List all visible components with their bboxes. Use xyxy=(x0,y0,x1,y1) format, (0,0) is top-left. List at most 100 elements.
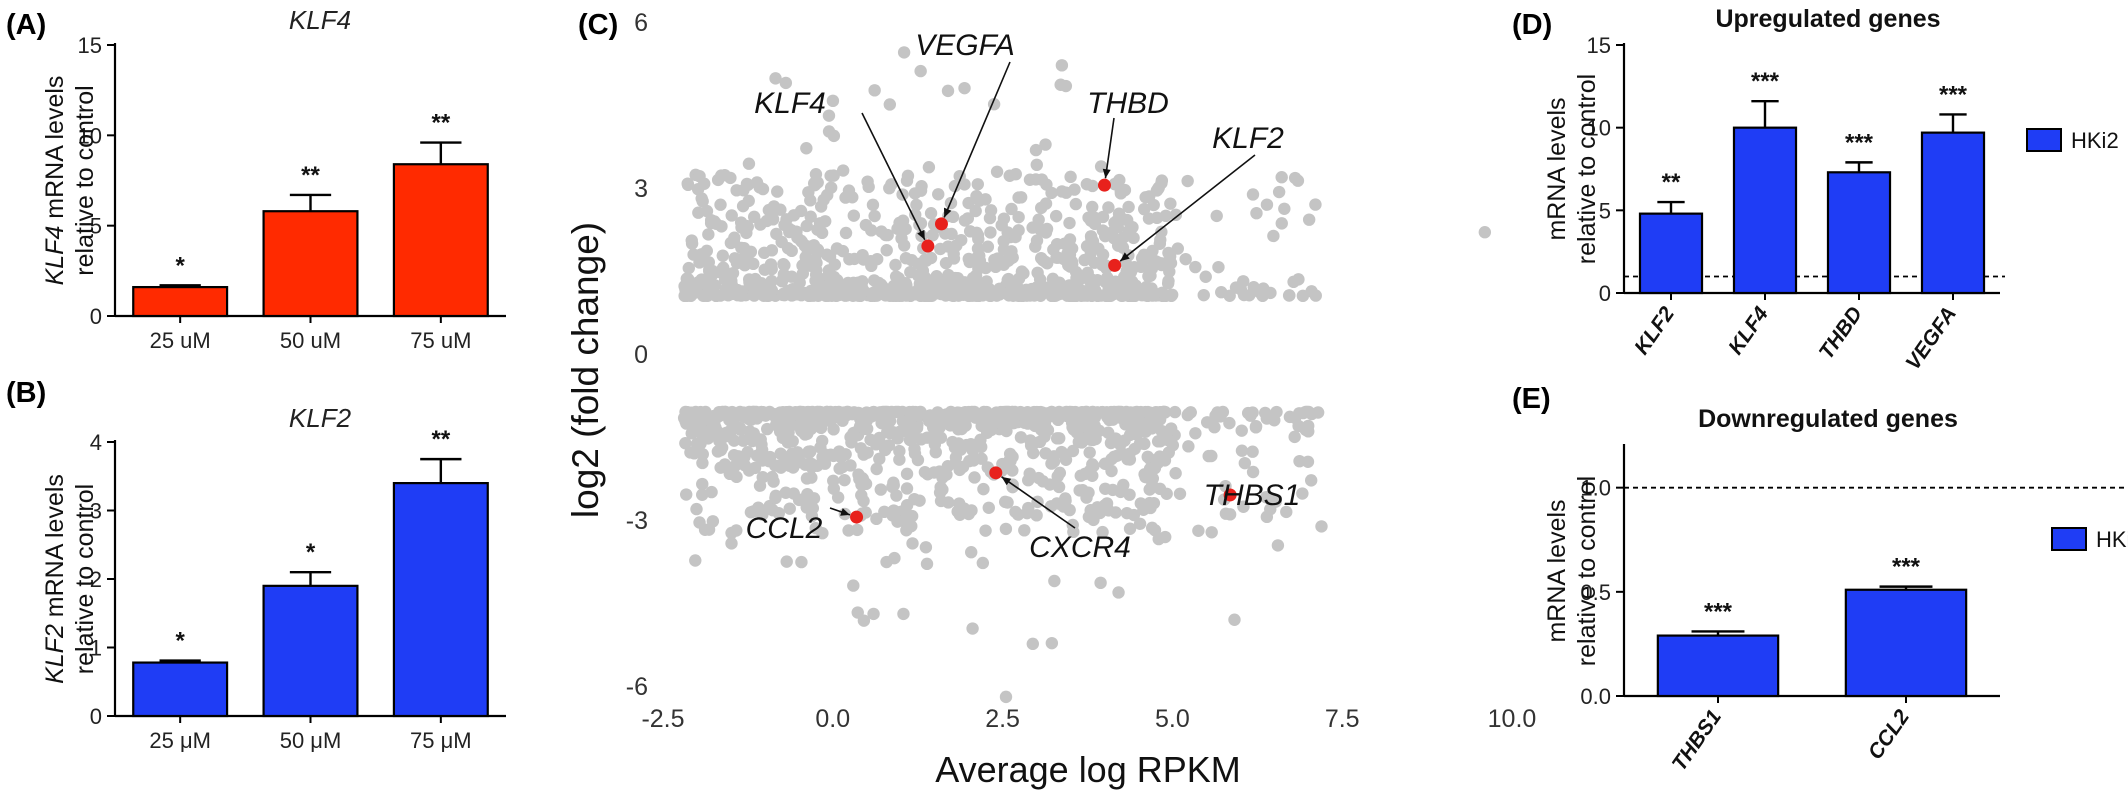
data-point xyxy=(943,287,956,301)
data-point xyxy=(1288,430,1301,444)
data-point xyxy=(905,519,918,533)
data-point xyxy=(990,286,1003,299)
data-point xyxy=(967,451,981,465)
data-point xyxy=(1012,191,1025,204)
bar xyxy=(1844,588,1968,698)
data-point xyxy=(958,81,971,95)
y-axis-label: mRNA levels xyxy=(1543,97,1571,240)
data-point xyxy=(1096,224,1110,237)
data-point xyxy=(800,472,814,485)
category-label: KLF4 xyxy=(1724,302,1773,358)
data-point xyxy=(1063,216,1076,230)
data-point xyxy=(919,541,933,554)
data-point xyxy=(790,225,803,238)
data-point xyxy=(1026,637,1040,651)
bar xyxy=(392,482,489,718)
data-point xyxy=(918,465,932,479)
data-point xyxy=(924,251,938,265)
category-label: 50 μM xyxy=(280,728,342,753)
data-point xyxy=(705,485,718,499)
data-point xyxy=(802,445,815,458)
data-point xyxy=(897,607,910,621)
y-tick-label: 0 xyxy=(1599,281,1611,306)
significance-label: *** xyxy=(1939,81,1968,108)
data-point xyxy=(827,129,841,143)
category-label: 25 μM xyxy=(149,728,211,753)
data-point xyxy=(1162,274,1175,288)
chart-title: Downregulated genes xyxy=(1698,405,1958,433)
panel-c-ma-scatter-plot: -2.5 0.0 2.5 5.0 7.5 10.0 6 3 0 -3 -6 Average log R… xyxy=(565,9,1536,790)
significance-label: * xyxy=(175,252,185,279)
data-point xyxy=(696,477,709,491)
data-point xyxy=(826,94,840,108)
data-point xyxy=(1123,522,1137,535)
data-point xyxy=(1053,466,1067,480)
data-point xyxy=(1031,283,1045,297)
data-point xyxy=(1126,221,1139,234)
data-point xyxy=(1020,289,1034,302)
data-point xyxy=(846,191,859,204)
data-point xyxy=(1034,223,1047,236)
data-point xyxy=(776,288,789,302)
data-point xyxy=(1029,143,1043,157)
annotation-arrowhead xyxy=(1001,476,1012,486)
data-point xyxy=(1288,411,1302,425)
data-point xyxy=(1145,422,1159,435)
data-point xyxy=(742,464,756,477)
data-point xyxy=(831,491,845,504)
data-point xyxy=(827,169,840,182)
data-point xyxy=(895,232,908,245)
data-point xyxy=(785,244,798,258)
legend-swatch xyxy=(2026,128,2062,152)
data-point xyxy=(870,252,884,266)
data-point xyxy=(1085,286,1098,299)
data-point xyxy=(1155,225,1168,239)
data-point xyxy=(1006,450,1019,464)
data-point xyxy=(926,228,939,242)
data-point xyxy=(868,84,881,97)
data-point xyxy=(1159,209,1172,223)
data-point xyxy=(861,406,875,420)
data-point xyxy=(783,502,796,515)
x-tick-label: 2.5 xyxy=(985,705,1020,733)
gene-label: THBD xyxy=(1087,87,1169,120)
y-axis-label-line2: relative to control xyxy=(1573,74,1601,264)
data-point xyxy=(1235,424,1248,437)
data-point xyxy=(986,412,1000,426)
data-point xyxy=(1169,467,1182,480)
bar xyxy=(262,584,359,718)
data-point xyxy=(901,425,914,439)
panel-a-klf4-bar-chart: 0 5 10 15 KLF4 * 25 uM ** 50 uM ** 75 uM KLF4 mRNA … xyxy=(41,5,506,353)
data-point xyxy=(935,409,949,422)
data-point xyxy=(971,242,985,255)
category-label: THBS1 xyxy=(1668,706,1726,776)
data-point xyxy=(1096,525,1109,539)
data-point xyxy=(906,537,919,550)
data-point xyxy=(878,505,891,519)
y-axis-label-rest: mRNA levels xyxy=(41,474,69,624)
data-point xyxy=(958,276,971,289)
y-tick-label: -3 xyxy=(626,507,648,535)
data-point xyxy=(1197,288,1210,302)
data-point xyxy=(690,502,703,516)
significance-label: *** xyxy=(1704,598,1733,625)
data-point xyxy=(1109,432,1122,445)
data-point xyxy=(1189,427,1202,440)
y-axis-label: mRNA levels xyxy=(1543,499,1571,642)
data-point xyxy=(1181,408,1195,422)
data-point xyxy=(890,489,903,502)
data-point xyxy=(725,537,738,550)
data-point xyxy=(893,444,906,458)
data-point xyxy=(966,622,979,635)
data-point xyxy=(696,488,709,501)
annotation-arrowhead xyxy=(1102,168,1111,179)
y-tick-label: -6 xyxy=(626,673,648,701)
data-point xyxy=(932,276,946,290)
data-point xyxy=(1023,173,1037,186)
category-label: 25 uM xyxy=(150,328,211,353)
data-point xyxy=(984,226,997,239)
data-point xyxy=(866,198,880,212)
data-point xyxy=(904,265,917,279)
data-point xyxy=(1139,470,1152,484)
data-point xyxy=(1065,406,1079,419)
